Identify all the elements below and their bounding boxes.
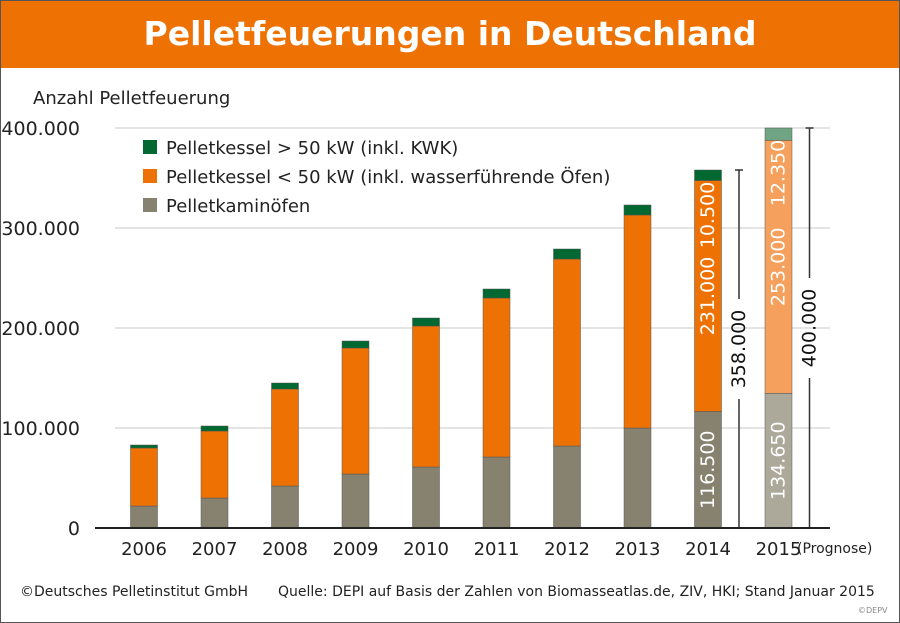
x-tick-label: 2012 <box>544 539 590 560</box>
legend-label: Pelletkaminöfen <box>166 196 310 217</box>
bar-segment <box>482 297 511 458</box>
bar-segment <box>553 445 581 529</box>
x-tick-label: 2008 <box>262 539 308 560</box>
y-tick-label: 400.000 <box>1 118 80 140</box>
bar-segment <box>553 258 581 447</box>
bar-segment <box>412 317 440 327</box>
data-label: 134.650 <box>768 421 790 500</box>
x-tick-label: 2014 <box>685 539 731 560</box>
legend-swatch <box>143 169 157 183</box>
y-tick-label: 0 <box>68 518 80 540</box>
copyright-text: ©Deutsches Pelletinstitut GmbH <box>20 584 249 600</box>
legend-swatch <box>143 198 157 212</box>
bar-segment <box>341 340 370 349</box>
bar-segment <box>341 473 370 529</box>
x-tick-label: 2015 <box>756 539 802 560</box>
forecast-note: (Prognose) <box>797 541 872 557</box>
y-tick-label: 300.000 <box>1 218 80 240</box>
x-tick-label: 2006 <box>121 539 167 560</box>
bar-segment <box>130 444 158 449</box>
bar-segment <box>341 347 370 475</box>
chart-title: Pelletfeuerungen in Deutschland <box>1 1 899 68</box>
bar-segment <box>200 430 229 499</box>
total-label: 400.000 <box>799 289 821 368</box>
bar-segment <box>130 505 158 529</box>
bar-segment <box>200 497 229 529</box>
data-label: 231.000 <box>697 257 719 336</box>
data-label: 116.500 <box>697 430 719 509</box>
data-label: 12.350 <box>768 140 790 206</box>
x-tick-label: 2010 <box>403 539 449 560</box>
bar-segment <box>271 388 299 487</box>
bar-segment <box>623 214 652 429</box>
bar-segment <box>623 204 652 216</box>
watermark: ©DEPV <box>858 606 888 615</box>
bar-segment <box>694 411 722 529</box>
bar-segment <box>764 140 793 394</box>
x-tick-label: 2009 <box>333 539 379 560</box>
bar-segment <box>412 466 440 529</box>
y-axis-label: Anzahl Pelletfeuerung <box>33 88 231 109</box>
bar-segment <box>694 180 722 412</box>
x-tick-label: 2013 <box>615 539 661 560</box>
legend-label: Pelletkessel < 50 kW (inkl. wasserführen… <box>166 166 610 188</box>
legend-swatch <box>143 140 157 154</box>
bar-segment <box>623 427 652 529</box>
bar-segment <box>764 127 793 141</box>
bar-segment <box>271 485 299 529</box>
bar-segment <box>412 325 440 468</box>
y-tick-label: 200.000 <box>1 318 80 340</box>
bar-segment <box>271 382 299 390</box>
bar-segment <box>694 169 722 181</box>
data-label: 10.500 <box>697 182 719 248</box>
y-tick-label: 100.000 <box>1 418 80 440</box>
bar-segment <box>482 456 511 529</box>
bar-segment <box>130 447 158 507</box>
legend-label: Pelletkessel > 50 kW (inkl. KWK) <box>166 138 458 159</box>
x-tick-label: 2011 <box>474 539 520 560</box>
bar-segment <box>482 288 511 299</box>
bar-segment <box>200 425 229 432</box>
total-label: 358.000 <box>728 310 750 389</box>
source-text: Quelle: DEPI auf Basis der Zahlen von Bi… <box>278 584 875 600</box>
bar-segment <box>553 248 581 260</box>
x-tick-label: 2007 <box>192 539 238 560</box>
data-label: 253.000 <box>768 228 790 307</box>
